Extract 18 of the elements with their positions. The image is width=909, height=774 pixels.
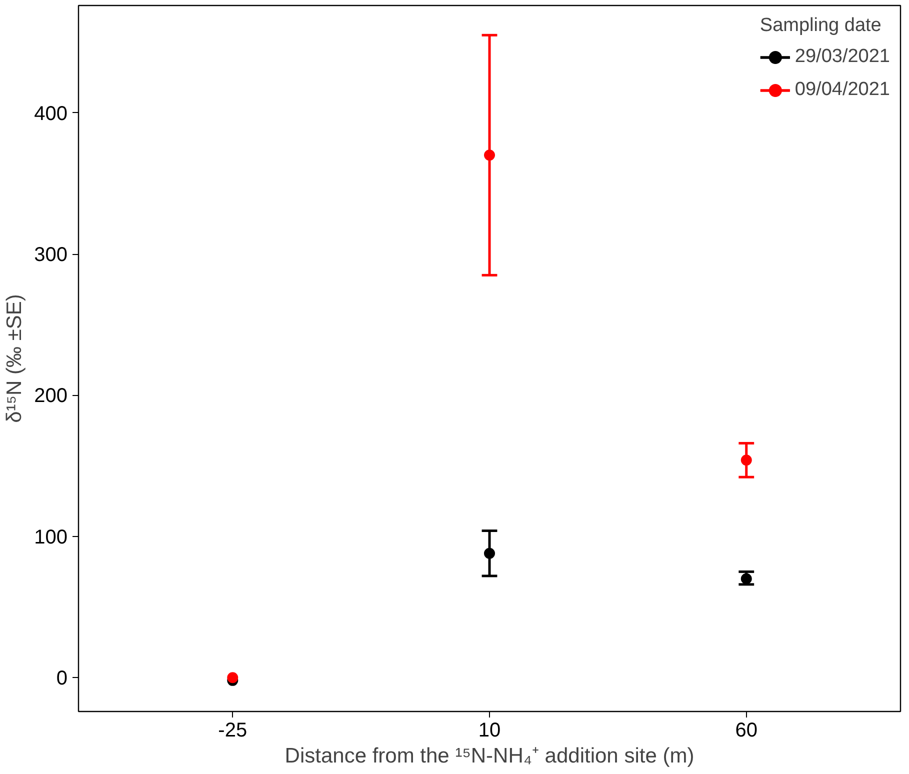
y-tick-label: 0 — [56, 668, 68, 690]
x-tick-label: -25 — [218, 720, 248, 742]
legend-label: 29/03/2021 — [794, 46, 890, 68]
point — [484, 548, 495, 559]
y-axis-title: δ¹⁵N (‰ ±SE) — [3, 294, 26, 423]
x-tick-label: 60 — [735, 720, 758, 742]
y-tick-label: 400 — [34, 102, 68, 125]
point — [740, 573, 752, 584]
point — [740, 454, 752, 466]
y-tick-label: 200 — [34, 385, 68, 408]
x-axis-title: Distance from the ¹⁵N-NH₄⁺ addition site (m) — [284, 744, 694, 768]
x-tick-label: 10 — [478, 720, 501, 742]
y-tick-label: 300 — [34, 244, 68, 266]
point — [227, 672, 238, 684]
legend-title: Sampling date — [760, 15, 882, 37]
point — [484, 150, 495, 161]
y-tick-label: 100 — [34, 526, 68, 548]
legend-label: 09/04/2021 — [794, 79, 890, 101]
